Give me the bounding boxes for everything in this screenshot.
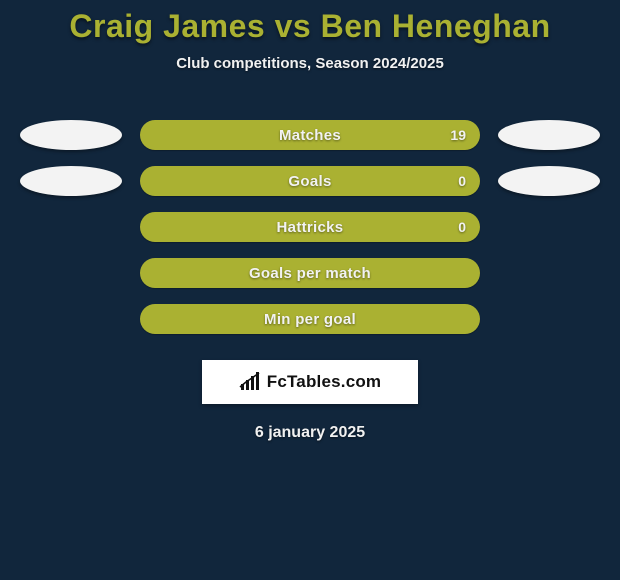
stat-row: Matches 19 [0, 112, 620, 158]
stat-pill: Min per goal [140, 304, 480, 334]
stat-value: 0 [458, 219, 466, 235]
page-title: Craig James vs Ben Heneghan [69, 8, 550, 45]
bar-chart-icon [239, 372, 263, 392]
stat-label: Goals [288, 173, 331, 190]
branding-text: FcTables.com [267, 372, 382, 392]
stat-row: Min per goal [0, 296, 620, 342]
branding-badge: FcTables.com [202, 360, 418, 404]
stat-label: Goals per match [249, 265, 371, 282]
stat-row: Hattricks 0 [0, 204, 620, 250]
player-avatar-right [498, 120, 600, 150]
player-avatar-left [20, 120, 122, 150]
stat-pill: Goals 0 [140, 166, 480, 196]
stats-rows: Matches 19 Goals 0 Hattricks 0 Goals per match… [0, 112, 620, 342]
stat-pill: Matches 19 [140, 120, 480, 150]
stat-label: Matches [279, 127, 341, 144]
player-avatar-left [20, 166, 122, 196]
stat-pill: Goals per match [140, 258, 480, 288]
player-avatar-right [498, 166, 600, 196]
stat-label: Min per goal [264, 311, 356, 328]
stat-pill: Hattricks 0 [140, 212, 480, 242]
stat-value: 19 [450, 127, 466, 143]
stat-row: Goals per match [0, 250, 620, 296]
stat-value: 0 [458, 173, 466, 189]
stat-label: Hattricks [277, 219, 344, 236]
subtitle: Club competitions, Season 2024/2025 [176, 55, 444, 72]
stat-row: Goals 0 [0, 158, 620, 204]
date-text: 6 january 2025 [255, 424, 365, 442]
